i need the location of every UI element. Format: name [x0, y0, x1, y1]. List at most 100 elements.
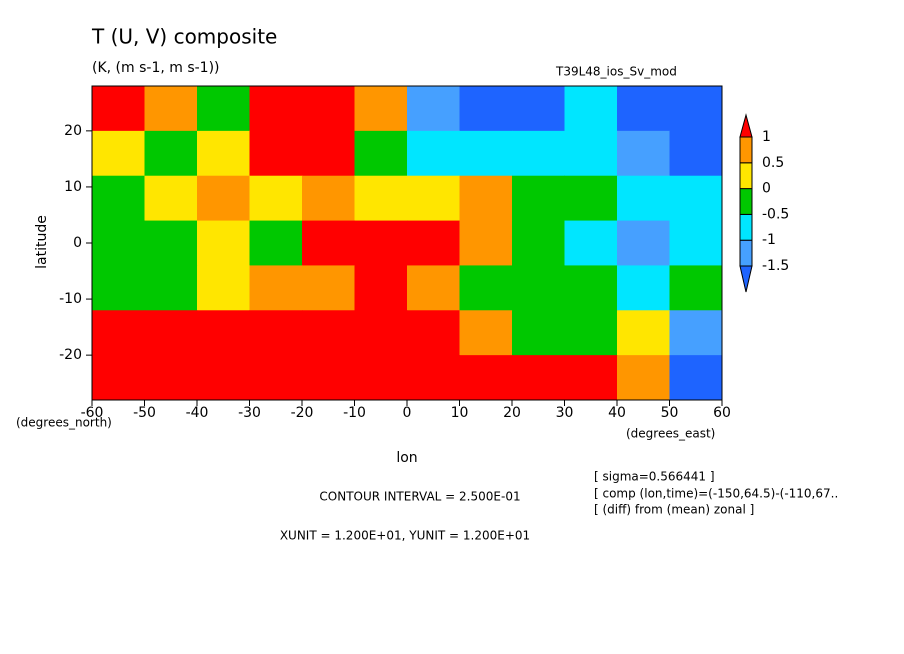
field-cell [459, 130, 513, 177]
field-cell [669, 175, 723, 222]
field-cell [92, 175, 145, 222]
field-cell [302, 355, 355, 401]
field-cell [564, 355, 618, 401]
field-cell [617, 130, 670, 177]
field-cell [92, 220, 145, 266]
y-axis-label: latitude [34, 215, 50, 269]
field-cell [249, 355, 303, 401]
field-cell [407, 265, 460, 311]
field-cell [354, 355, 408, 401]
field-cell [459, 86, 513, 132]
x-tick-label: 10 [451, 405, 469, 421]
field-cell [459, 265, 513, 311]
field-cell [459, 310, 513, 356]
colorbar-cap [739, 265, 753, 293]
colorbar-box [739, 136, 753, 164]
field-cell [144, 175, 198, 222]
field-cell [459, 220, 513, 266]
field-cell [407, 310, 460, 356]
x-tick-label: 0 [403, 405, 412, 421]
field-cell [512, 310, 565, 356]
field-cell [564, 175, 618, 222]
field-cell [144, 130, 198, 177]
note: XUNIT = 1.200E+01, YUNIT = 1.200E+01 [280, 529, 530, 543]
field-cell [197, 265, 250, 311]
field-cell [407, 86, 460, 132]
field-cell [144, 355, 198, 401]
field-cell [197, 86, 250, 132]
field-cell [407, 130, 460, 177]
field-cell [564, 130, 618, 177]
x-axis-label: lon [396, 450, 417, 466]
x-tick-label: -50 [133, 405, 156, 421]
y-tick-label: 10 [64, 179, 82, 195]
field-cell [92, 310, 145, 356]
field-cell [407, 355, 460, 401]
field-cell [302, 220, 355, 266]
field-cell [617, 355, 670, 401]
field-cell [92, 86, 145, 132]
field-cell [617, 220, 670, 266]
field-cell [249, 265, 303, 311]
field-cell [512, 130, 565, 177]
field-cell [249, 86, 303, 132]
field-cell [512, 265, 565, 311]
colorbar-box [739, 162, 753, 190]
field-cell [617, 265, 670, 311]
field-cell [197, 175, 250, 222]
x-tick-label: 50 [661, 405, 679, 421]
run-label: T39L48_ios_Sv_mod [555, 65, 677, 79]
field-cell [617, 86, 670, 132]
info: [ sigma=0.566441 ] [594, 470, 715, 484]
colorbar-label: 1 [762, 129, 771, 145]
field-cell [512, 175, 565, 222]
field-cell [669, 86, 723, 132]
field-cell [302, 265, 355, 311]
y-tick-label: -10 [59, 291, 82, 307]
field-cell [197, 130, 250, 177]
colorbar-box [739, 239, 753, 267]
field-cell [407, 175, 460, 222]
colorbar-cap [739, 113, 753, 138]
field-cell [144, 265, 198, 311]
y-units: (degrees_north) [16, 416, 112, 430]
field-cell [354, 310, 408, 356]
field-cell [249, 310, 303, 356]
field-cell [354, 265, 408, 311]
x-tick-label: -30 [238, 405, 261, 421]
chart-title: T (U, V) composite [91, 25, 277, 49]
field-cell [669, 220, 723, 266]
field-cell [459, 175, 513, 222]
x-tick-label: 30 [556, 405, 574, 421]
field-cell [302, 130, 355, 177]
colorbar-box [739, 188, 753, 215]
field-cell [669, 130, 723, 177]
field-cell [197, 310, 250, 356]
field-cell [669, 355, 723, 401]
colorbar-label: -1.5 [762, 258, 789, 274]
field-cell [197, 355, 250, 401]
y-tick-label: 20 [64, 123, 82, 139]
note: CONTOUR INTERVAL = 2.500E-01 [319, 490, 520, 504]
x-tick-label: -60 [81, 405, 104, 421]
x-units: (degrees_east) [626, 427, 715, 441]
field-cell [197, 220, 250, 266]
field-cell [669, 310, 723, 356]
x-tick-label: 40 [608, 405, 626, 421]
field-cell [512, 86, 565, 132]
field-cell [302, 310, 355, 356]
field-cell [564, 265, 618, 311]
x-tick-label: 20 [503, 405, 521, 421]
field-cell [407, 220, 460, 266]
field-cell [354, 220, 408, 266]
field-cell [617, 175, 670, 222]
field-cell [249, 175, 303, 222]
field-cell [564, 310, 618, 356]
x-tick-label: -40 [186, 405, 209, 421]
field-cell [249, 220, 303, 266]
field-cell [92, 265, 145, 311]
field-cell [669, 265, 723, 311]
y-tick-label: -20 [59, 347, 82, 363]
field-cell [617, 310, 670, 356]
colorbar-label: -0.5 [762, 206, 789, 222]
